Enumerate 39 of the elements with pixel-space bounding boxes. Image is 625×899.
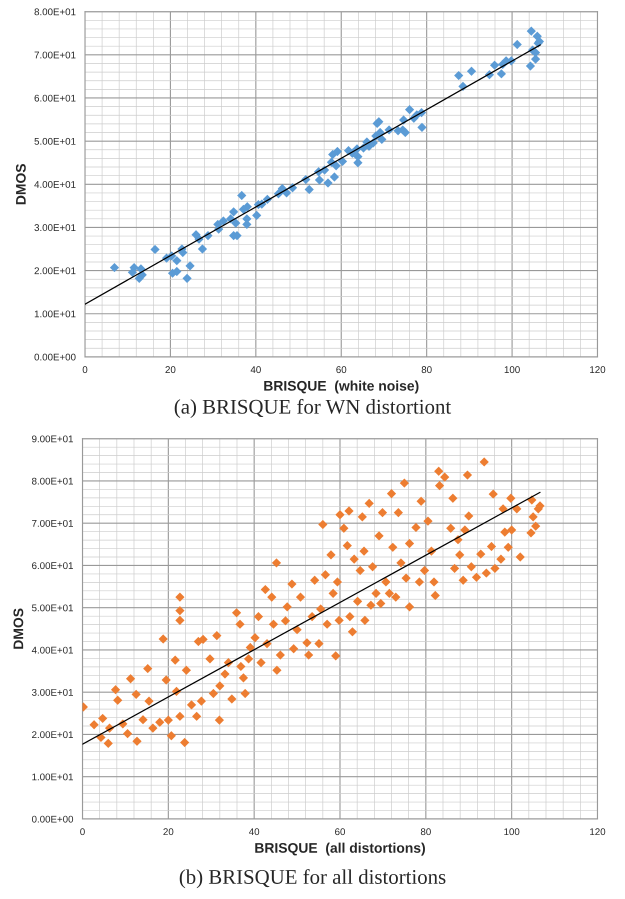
y-tick-label: 5.00E+01 [34, 138, 76, 145]
y-tick-label: 7.00E+01 [34, 52, 76, 58]
x-tick-label: 20 [166, 366, 176, 374]
y-tick-label: 1.00E+01 [34, 310, 76, 318]
x-tick-label: 120 [590, 828, 606, 836]
y-tick-label: 5.00E+01 [32, 604, 73, 612]
x-axis-title: BRISQUE (white noise) [264, 380, 418, 394]
x-tick-label: 120 [590, 366, 606, 374]
y-tick-label: 2.00E+01 [34, 267, 76, 274]
y-tick-label: 0.00E+00 [34, 354, 76, 361]
x-tick-label: 40 [248, 828, 260, 836]
y-tick-label: 1.00E+01 [32, 773, 73, 780]
x-tick-label: 0 [80, 828, 85, 836]
x-tick-label: 20 [163, 828, 174, 836]
y-axis-title: DMOS [16, 164, 26, 204]
y-tick-label: 2.00E+01 [32, 731, 73, 738]
y-tick-label: 6.00E+01 [34, 94, 76, 102]
x-tick-label: 0 [82, 366, 88, 374]
y-tick-label: 3.00E+01 [34, 224, 76, 232]
y-tick-label: 3.00E+01 [32, 688, 73, 696]
x-axis-title: BRISQUE (all distortions) [255, 842, 425, 856]
x-tick-label: 100 [504, 828, 520, 836]
x-tick-label: 80 [422, 366, 432, 374]
y-tick-label: 4.00E+01 [32, 646, 73, 654]
x-tick-label: 60 [336, 366, 346, 374]
y-tick-label: 4.00E+01 [34, 181, 76, 188]
y-tick-label: 0.00E+00 [32, 816, 74, 823]
y-tick-label: 8.00E+01 [32, 478, 73, 485]
x-tick-label: 80 [420, 828, 431, 836]
text: (a) BRISQUE for WN distortiont [174, 398, 452, 418]
x-tick-label: 100 [504, 366, 520, 374]
y-tick-label: 9.00E+01 [32, 435, 73, 442]
text: (b) BRISQUE for all distortions [180, 869, 446, 888]
x-tick-label: 60 [335, 828, 346, 836]
y-tick-label: 8.00E+01 [34, 8, 76, 16]
y-tick-label: 7.00E+01 [32, 520, 73, 527]
x-tick-label: 40 [250, 366, 261, 374]
y-axis-title: DMOS [13, 608, 24, 649]
y-tick-label: 6.00E+01 [32, 562, 73, 570]
